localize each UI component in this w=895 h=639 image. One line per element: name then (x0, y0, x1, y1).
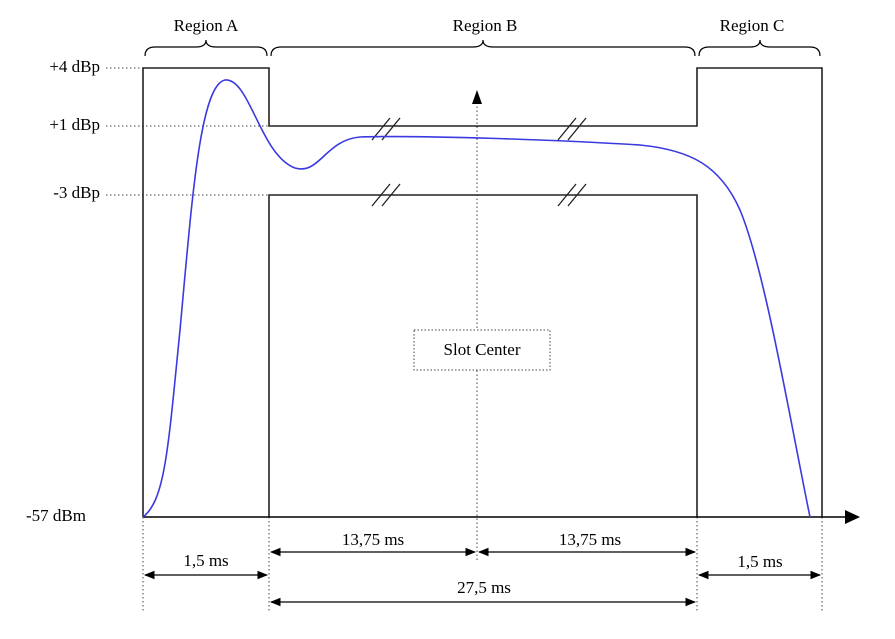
break-marks (371, 117, 587, 207)
duration-label: 1,5 ms (183, 551, 228, 570)
center-arrow (472, 90, 482, 104)
level-label: +1 dBp (49, 115, 100, 134)
region-label: Region A (174, 16, 239, 35)
level-label: -3 dBp (53, 183, 100, 202)
level-label: +4 dBp (49, 57, 100, 76)
brace (144, 39, 268, 57)
duration-label: 13,75 ms (342, 530, 404, 549)
lower-mask (268, 194, 698, 517)
level-label: -57 dBm (26, 506, 86, 525)
center-box (413, 329, 551, 371)
brace (698, 39, 821, 57)
duration-label: 27,5 ms (457, 578, 511, 597)
power-curve (142, 79, 811, 518)
region-label: Region C (720, 16, 785, 35)
center-label: Slot Center (444, 340, 521, 359)
brace (270, 39, 696, 57)
duration-label: 13,75 ms (559, 530, 621, 549)
duration-label: 1,5 ms (737, 552, 782, 571)
axis-arrow (845, 510, 860, 524)
upper-mask (142, 67, 823, 517)
region-label: Region B (453, 16, 518, 35)
